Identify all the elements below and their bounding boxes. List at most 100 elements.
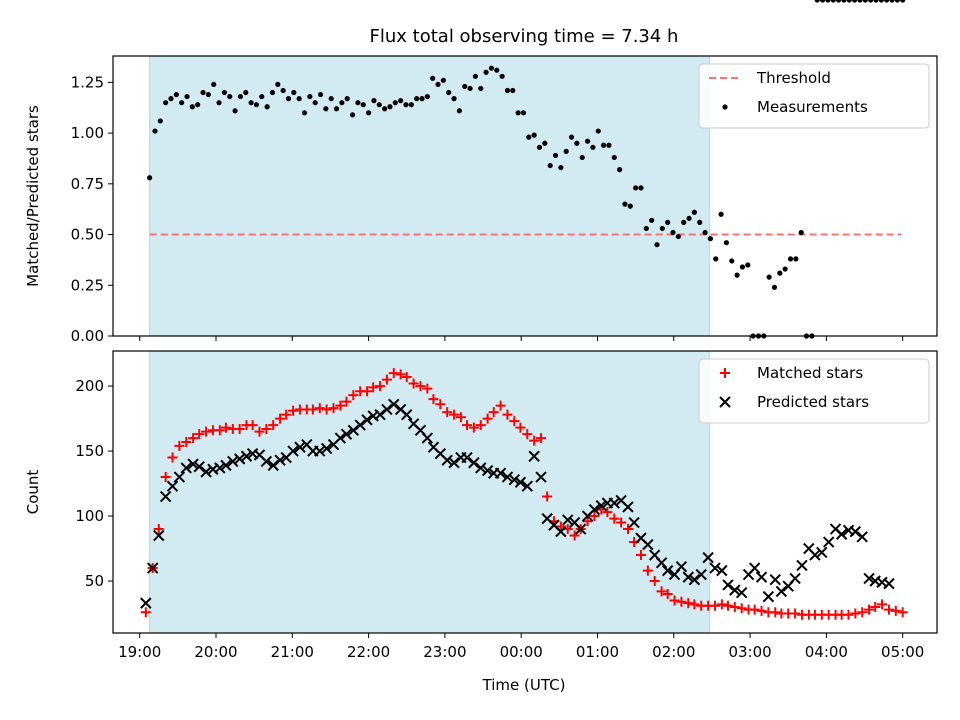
- matched-star-point: [268, 420, 279, 431]
- y-tick-label: 0.25: [71, 276, 104, 294]
- predicted-star-point: [555, 525, 567, 538]
- matched-star-point: [877, 599, 888, 610]
- measurement-point: [264, 104, 270, 110]
- predicted-star-point: [755, 571, 768, 583]
- predicted-star-point: [729, 584, 741, 596]
- matched-star-point: [649, 576, 660, 587]
- measurement-point: [280, 87, 286, 94]
- measurement-point: [173, 91, 179, 98]
- matched-star-point: [689, 599, 700, 610]
- measurement-point: [675, 233, 681, 240]
- matched-star-point: [153, 524, 164, 535]
- axes-frame: [112, 55, 938, 337]
- y-tick-label: 0.75: [71, 175, 104, 193]
- measurement-point: [617, 167, 623, 173]
- x-axis-label: Time (UTC): [482, 676, 566, 694]
- measurement-point: [670, 229, 676, 236]
- matched-star-point: [395, 369, 406, 380]
- measurement-point: [542, 140, 548, 146]
- matched-star-point: [897, 607, 908, 618]
- predicted-star-point: [595, 499, 608, 512]
- measurement-point: [430, 75, 436, 81]
- matched-star-point: [435, 399, 446, 410]
- measurement-point: [766, 274, 772, 280]
- matched-star-point: [160, 472, 171, 483]
- measurement-point: [782, 266, 788, 272]
- predicted-star-point: [153, 529, 165, 542]
- x-tick-label: 19:00: [118, 643, 161, 661]
- legend-measurements-label: Measurements: [757, 98, 868, 116]
- matched-star-point: [623, 524, 633, 535]
- chart-title: Flux total observing time = 7.34 h: [370, 26, 679, 47]
- matched-star-point: [522, 429, 533, 440]
- predicted-star-point: [180, 462, 192, 474]
- measurement-point: [841, 0, 847, 3]
- predicted-star-point: [173, 471, 186, 483]
- predicted-star-point: [682, 571, 694, 583]
- measurement-point: [633, 185, 639, 191]
- measurement-point: [638, 185, 644, 191]
- measurement-point: [862, 0, 868, 3]
- measurement-point: [691, 209, 697, 215]
- predicted-star-point: [448, 457, 460, 469]
- legend-predicted-label: Predicted stars: [757, 393, 869, 411]
- measurement-point: [504, 87, 511, 94]
- matched-star-point: [188, 433, 199, 444]
- measurement-point: [365, 110, 372, 116]
- matched-star-point: [475, 420, 486, 431]
- measurement-point: [857, 0, 863, 3]
- predicted-star-point: [468, 457, 480, 469]
- measurement-point: [889, 0, 895, 3]
- predicted-star-point: [514, 476, 527, 488]
- measurement-point: [846, 0, 852, 3]
- measurement-point: [713, 256, 719, 262]
- matched-star-point: [722, 600, 733, 611]
- measurement-point: [398, 98, 404, 104]
- series-matched-stars: [140, 368, 908, 620]
- predicted-star-point: [374, 408, 386, 421]
- measurement-point: [360, 102, 366, 108]
- matched-star-point: [428, 394, 439, 405]
- predicted-star-point: [294, 441, 306, 453]
- measurement-point: [392, 100, 398, 106]
- y-axis-label: Count: [24, 470, 42, 515]
- predicted-star-point: [769, 574, 781, 586]
- predicted-star-point: [702, 551, 714, 564]
- ratio-panel: 0.00 0.25 0.50 0.75 1.00 1.25 Matched/Predicte…: [24, 0, 938, 345]
- measurement-point: [168, 96, 174, 102]
- matched-star-point: [635, 550, 646, 561]
- matched-star-point: [307, 404, 318, 415]
- predicted-star-point: [508, 473, 521, 486]
- measurement-point: [467, 85, 473, 92]
- measurement-point: [227, 93, 233, 100]
- observing-window-span: [149, 55, 711, 337]
- matched-star-point: [857, 607, 868, 618]
- measurement-point: [798, 229, 804, 236]
- predicted-star-point: [835, 528, 848, 540]
- series-predicted-stars: [140, 398, 895, 609]
- matched-star-point: [401, 371, 412, 382]
- predicted-star-point: [334, 432, 347, 444]
- measurement-point: [729, 258, 735, 264]
- axes-frame: [112, 350, 938, 634]
- measurement-point: [440, 77, 446, 83]
- predicted-star-point: [401, 408, 413, 421]
- matched-star-point: [529, 435, 540, 446]
- measurement-point: [446, 89, 452, 96]
- predicted-star-point: [775, 585, 788, 598]
- predicted-star-point: [709, 562, 721, 574]
- predicted-star-point: [521, 480, 533, 492]
- measurement-point: [339, 100, 345, 106]
- measurement-point: [211, 81, 217, 88]
- measurement-point: [793, 256, 799, 262]
- measurement-point: [787, 256, 794, 262]
- matched-star-point: [736, 603, 747, 614]
- measurement-point: [291, 89, 297, 96]
- matched-star-point: [716, 599, 727, 610]
- x-tick-label: 01:00: [576, 643, 619, 661]
- measurement-point: [654, 242, 660, 248]
- measurement-point: [349, 112, 356, 118]
- measurement-point: [232, 108, 238, 114]
- measurement-point: [584, 138, 591, 144]
- measurement-point: [649, 217, 655, 223]
